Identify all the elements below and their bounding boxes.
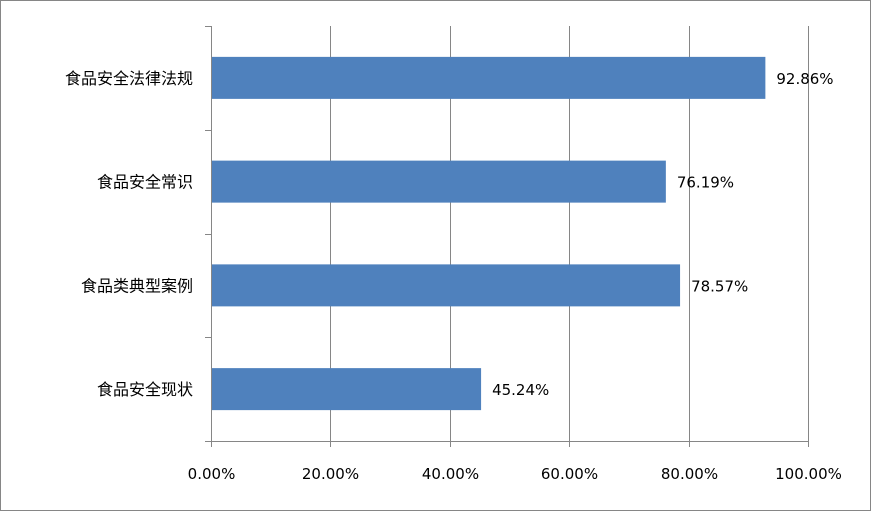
x-tick-label-2: 40.00%	[422, 465, 479, 483]
category-label-0: 食品安全法律法规	[65, 69, 193, 88]
bar-0	[212, 56, 766, 99]
x-tick-label-0: 0.00%	[188, 465, 236, 483]
bar-1	[212, 160, 666, 203]
category-label-3: 食品安全现状	[97, 380, 193, 399]
category-label-1: 食品安全常识	[97, 173, 193, 192]
x-tick-label-5: 100.00%	[775, 465, 842, 483]
x-tick-label-1: 20.00%	[302, 465, 359, 483]
x-tick-label-4: 80.00%	[661, 465, 718, 483]
bar-3	[212, 368, 482, 411]
data-label-2: 78.57%	[691, 277, 748, 295]
bar-2	[212, 264, 681, 307]
x-tick-label-3: 60.00%	[541, 465, 598, 483]
category-label-2: 食品类典型案例	[81, 276, 193, 295]
data-label-1: 76.19%	[677, 174, 734, 192]
data-label-0: 92.86%	[776, 70, 833, 88]
data-label-3: 45.24%	[492, 381, 549, 399]
